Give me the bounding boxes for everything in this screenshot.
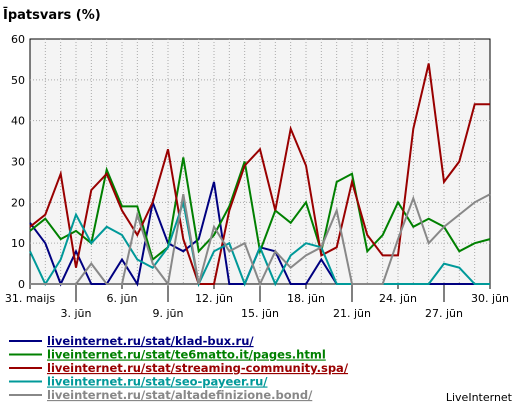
x-tick-label: 18. jūn (287, 292, 325, 305)
x-tick-label: 12. jūn (195, 292, 233, 305)
x-tick-label: 27. jūn (425, 307, 463, 320)
x-tick-label: 3. jūn (61, 307, 92, 320)
x-tick-label: 6. jūn (107, 292, 138, 305)
y-tick-label: 50 (11, 74, 25, 87)
x-tick-label: 31. maijs (5, 292, 56, 305)
y-tick-label: 0 (18, 278, 25, 291)
y-tick-label: 30 (11, 156, 25, 169)
series-line-4 (29, 198, 490, 288)
series-lines (29, 63, 491, 288)
legend: liveinternet.ru/stat/klad-bux.ru/liveint… (9, 334, 349, 402)
series-line-2 (29, 157, 491, 262)
y-tick-label: 20 (11, 196, 25, 209)
legend-link[interactable]: liveinternet.ru/stat/seo-payeer.ru/ (47, 375, 268, 389)
x-tick-label: 9. jūn (153, 307, 184, 320)
legend-link[interactable]: liveinternet.ru/stat/te6matto.it/pages.h… (47, 348, 326, 362)
y-tick-label: 40 (11, 115, 25, 128)
y-tick-label: 60 (11, 33, 25, 46)
legend-link[interactable]: liveinternet.ru/stat/klad-bux.ru/ (47, 334, 254, 348)
legend-link[interactable]: liveinternet.ru/stat/altadefinizione.bon… (47, 388, 313, 402)
x-tick-label: 24. jūn (379, 292, 417, 305)
x-tick-label: 15. jūn (241, 307, 279, 320)
y-tick-label: 10 (11, 237, 25, 250)
x-axis: 31. maijs 3. jūn 6. jūn 9. jūn 12. jūn 15. jū… (5, 284, 509, 320)
x-tick-label: 30. jūn (471, 292, 509, 305)
y-axis: 0 10 20 30 40 50 60 (11, 33, 25, 291)
chart-title: Īpatsvars (%) (3, 8, 101, 23)
series-line-3 (29, 63, 490, 285)
legend-link[interactable]: liveinternet.ru/stat/streaming-community… (47, 361, 349, 375)
x-tick-label: 21. jūn (333, 307, 371, 320)
watermark-label: LiveInternet (446, 391, 513, 404)
series-line-5 (30, 193, 491, 287)
